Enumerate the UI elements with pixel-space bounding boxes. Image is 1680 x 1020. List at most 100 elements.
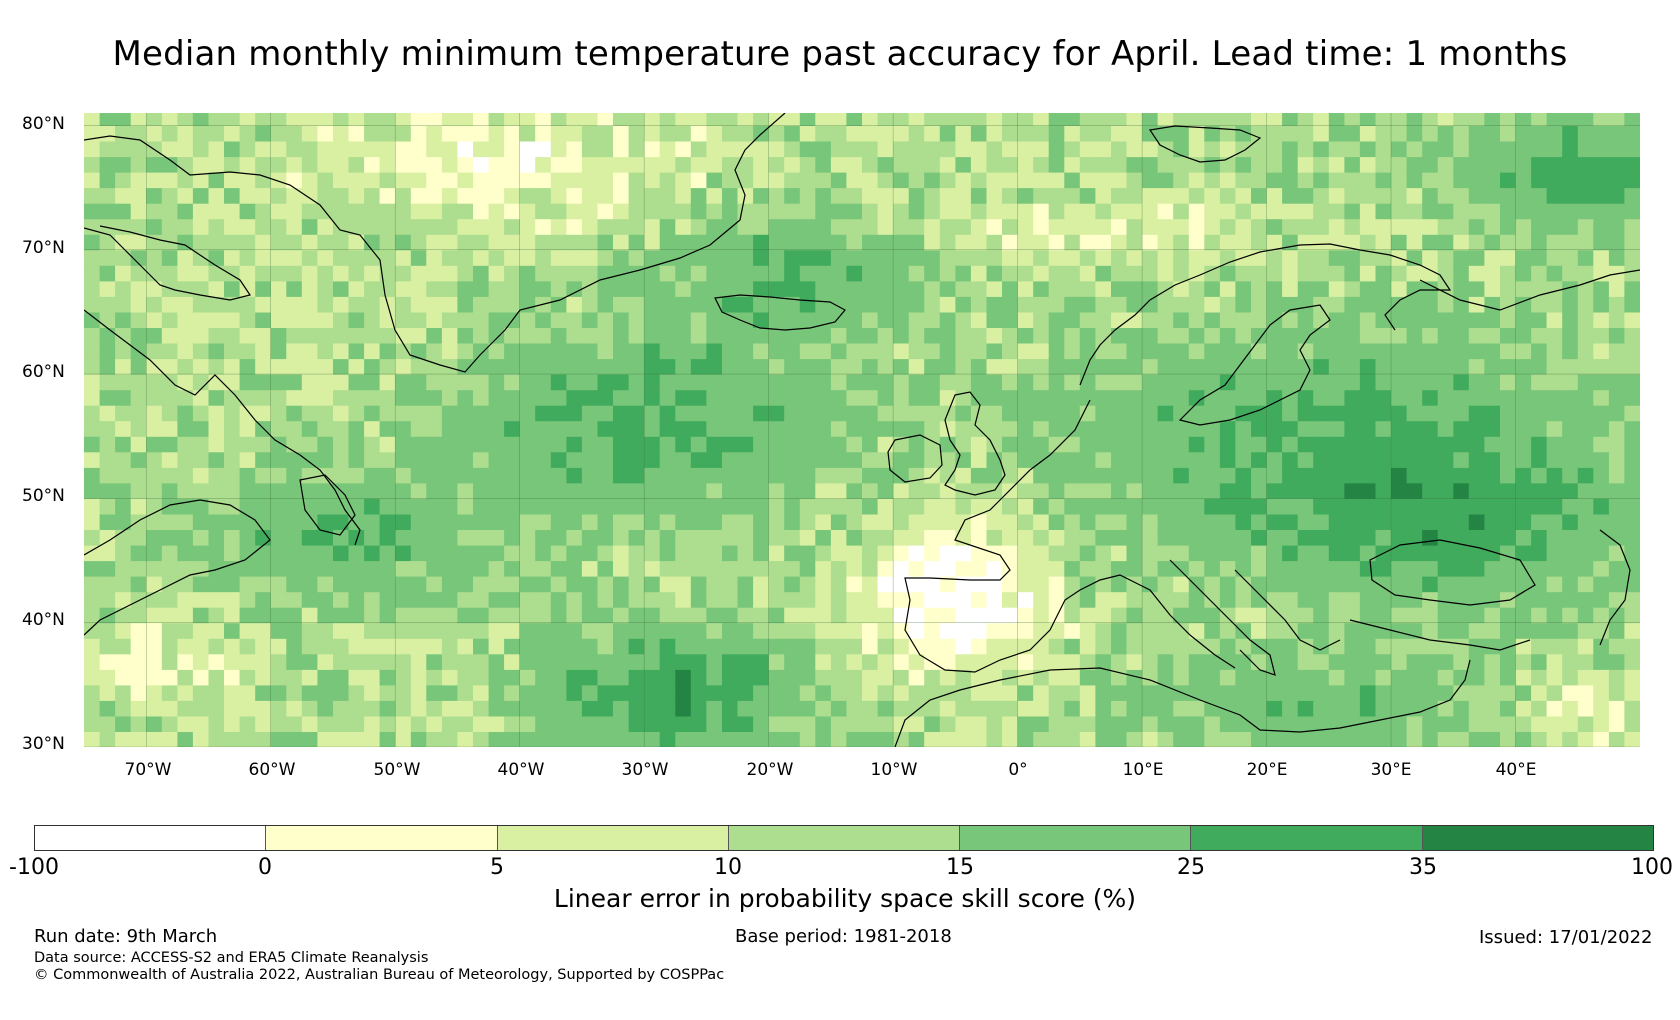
grid-cell (1204, 405, 1221, 422)
grid-cell (893, 420, 910, 437)
grid-cell (581, 622, 599, 639)
grid-cell (722, 482, 739, 499)
grid-cell (1142, 513, 1159, 530)
grid-cell (1577, 249, 1594, 266)
grid-cell (737, 529, 754, 546)
grid-cell (286, 405, 303, 422)
grid-cell (1157, 156, 1174, 173)
grid-cell (722, 576, 739, 593)
grid-cell (628, 113, 645, 126)
grid-cell (877, 343, 894, 360)
grid-cell (1515, 482, 1532, 499)
grid-cell (301, 482, 318, 499)
grid-cell (1375, 576, 1392, 593)
grid-cell (1344, 218, 1361, 235)
grid-cell (986, 203, 1003, 220)
grid-cell (1095, 700, 1112, 717)
grid-cell (1002, 172, 1019, 189)
grid-cell (986, 420, 1003, 437)
grid-cell (970, 311, 988, 328)
grid-cell (286, 234, 303, 251)
grid-cell (473, 249, 490, 266)
grid-cell (706, 125, 723, 142)
grid-cell (1391, 545, 1408, 562)
grid-cell (1188, 700, 1205, 717)
grid-cell (99, 156, 116, 173)
grid-cell (1173, 405, 1190, 422)
grid-cell (1266, 249, 1283, 266)
grid-cell (1391, 420, 1408, 437)
grid-cell (1048, 156, 1065, 173)
grid-cell (799, 358, 816, 375)
grid-cell (208, 482, 225, 499)
grid-cell (1297, 156, 1314, 173)
grid-cell (1375, 343, 1392, 360)
grid-cell (1328, 731, 1345, 747)
grid-cell (1313, 113, 1330, 126)
grid-cell (255, 156, 272, 173)
grid-cell (115, 311, 132, 328)
grid-cell (1048, 591, 1065, 608)
grid-cell (1624, 296, 1640, 313)
grid-cell (177, 638, 194, 655)
grid-cell (1111, 638, 1128, 655)
grid-cell (286, 591, 303, 608)
grid-cell (364, 374, 381, 391)
grid-cell (1173, 576, 1190, 593)
grid-cell (986, 343, 1003, 360)
grid-cell (1297, 622, 1314, 639)
grid-cell (239, 560, 256, 577)
grid-cell (581, 591, 599, 608)
grid-cell (1624, 405, 1640, 422)
grid-cell (115, 607, 132, 624)
grid-cell (99, 327, 116, 344)
grid-cell (877, 622, 894, 639)
grid-cell (768, 405, 785, 422)
grid-cell (644, 607, 661, 624)
grid-cell (566, 436, 583, 453)
grid-cell (659, 715, 676, 732)
grid-cell (1500, 327, 1517, 344)
grid-cell (581, 125, 599, 142)
grid-cell (192, 187, 210, 204)
grid-cell (395, 125, 412, 142)
grid-cell (1406, 113, 1423, 126)
grid-cell (659, 513, 676, 530)
grid-cell (628, 374, 645, 391)
grid-cell (488, 405, 505, 422)
grid-cell (333, 389, 350, 406)
grid-cell (1064, 296, 1081, 313)
grid-cell (115, 280, 132, 297)
grid-cell (1282, 591, 1299, 608)
grid-cell (1204, 141, 1221, 158)
grid-cell (239, 389, 256, 406)
grid-cell (441, 374, 459, 391)
grid-cell (893, 374, 910, 391)
grid-cell (846, 669, 863, 686)
grid-cell (566, 669, 583, 686)
grid-cell (1219, 187, 1237, 204)
grid-cell (628, 280, 645, 297)
grid-cell (1173, 436, 1190, 453)
grid-cell (1266, 529, 1283, 546)
grid-cell (613, 187, 630, 204)
grid-cell (1297, 715, 1314, 732)
grid-cell (1453, 203, 1470, 220)
grid-cell (1126, 218, 1143, 235)
grid-cell (846, 405, 863, 422)
grid-cell (1048, 343, 1065, 360)
grid-cell (799, 607, 816, 624)
grid-cell (1562, 187, 1579, 204)
grid-cell (1095, 545, 1112, 562)
grid-cell (846, 607, 863, 624)
grid-cell (1157, 529, 1174, 546)
grid-cell (457, 498, 474, 515)
grid-cell (815, 467, 832, 484)
grid-cell (177, 436, 194, 453)
grid-cell (1017, 436, 1034, 453)
grid-cell (1375, 591, 1392, 608)
grid-cell (1515, 203, 1532, 220)
grid-cell (706, 684, 723, 701)
grid-cell (473, 113, 490, 126)
